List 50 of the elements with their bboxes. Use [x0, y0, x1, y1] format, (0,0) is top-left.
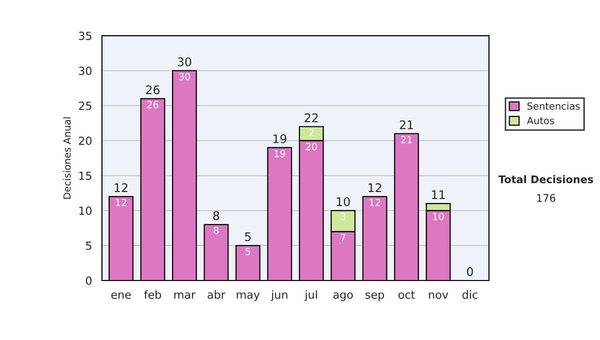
x-tick-label: feb [144, 290, 162, 299]
data-label: 20 [306, 142, 317, 150]
x-tick-label: mar [174, 292, 196, 299]
x-tick-label: abr [208, 290, 226, 299]
text: Total Decisiones [498, 175, 594, 184]
legend-label: Autos [526, 117, 554, 124]
data-label: 8 [214, 226, 219, 234]
x-tick-label: dic [462, 290, 478, 299]
data-label: 5 [246, 248, 250, 256]
y-tick-label: 0 [86, 276, 92, 285]
total-label: 10 [336, 197, 350, 206]
total-label: 21 [400, 120, 413, 130]
total-label: 0 [466, 267, 473, 276]
y-axis-title: Decisiones Anual [63, 117, 71, 199]
total-label: 22 [304, 113, 318, 122]
data-label: 12 [370, 198, 380, 206]
total-label: 26 [146, 85, 160, 94]
y-tick-label: 30 [78, 66, 92, 76]
data-label: 7 [340, 234, 346, 242]
data-label: 19 [274, 150, 286, 158]
data-label: 2 [308, 128, 314, 136]
data-label: 30 [179, 72, 190, 80]
x-tick-label: sep [366, 292, 384, 301]
y-tick-label: 5 [86, 242, 92, 250]
x-tick-label: nov [429, 292, 448, 299]
y-tick-label: 35 [78, 32, 92, 40]
data-label: 26 [147, 100, 158, 108]
text: 176 [537, 194, 556, 202]
x-tick-label: oct [398, 290, 415, 299]
data-label: 3 [340, 212, 346, 220]
legend-label: Sentencias [528, 102, 580, 110]
total-label: 19 [273, 134, 286, 144]
total-label: 11 [432, 190, 445, 200]
total-label: 12 [368, 183, 382, 192]
total-label: 8 [213, 211, 220, 220]
y-tick-label: 10 [79, 206, 92, 215]
x-tick-label: jul [304, 290, 317, 301]
y-tick-label: 20 [78, 136, 92, 145]
x-tick-label: ago [333, 292, 353, 301]
data-label: 10 [433, 212, 444, 220]
data-label: 12 [116, 198, 126, 206]
y-tick-label: 15 [79, 172, 92, 180]
total-label: 12 [114, 183, 128, 192]
total-label: 5 [245, 232, 251, 242]
y-tick-label: 25 [78, 102, 92, 110]
x-tick-label: ene [111, 292, 131, 299]
x-tick-label: may [236, 292, 260, 301]
x-tick-label: jun [270, 290, 288, 301]
data-label: 21 [401, 136, 412, 144]
total-label: 30 [178, 57, 192, 66]
